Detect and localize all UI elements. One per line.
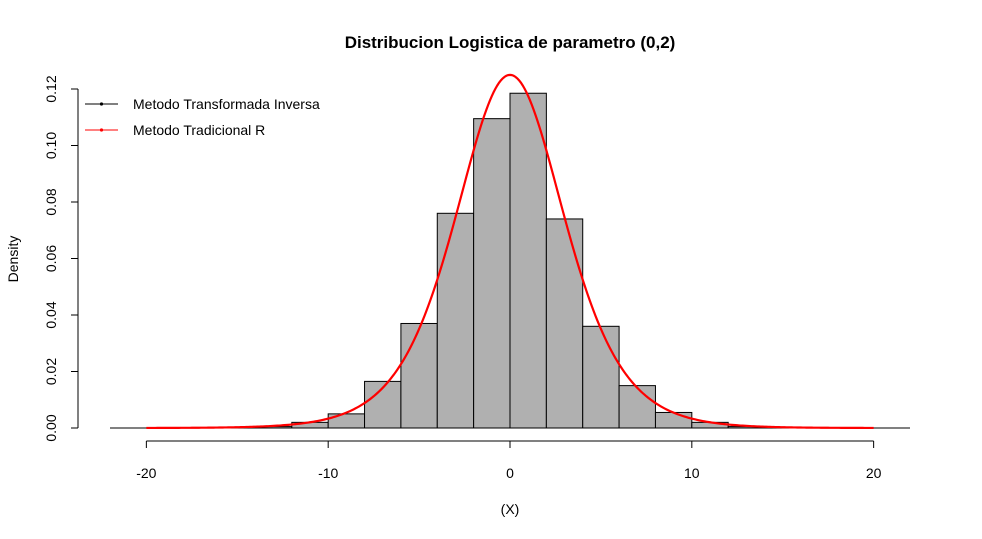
y-tick-label: 0.12 bbox=[43, 75, 59, 102]
y-tick-label: 0.00 bbox=[43, 414, 59, 441]
density-curve-layer bbox=[146, 73, 874, 430]
histogram-bar bbox=[436, 212, 475, 429]
x-tick-label: 20 bbox=[866, 465, 882, 481]
legend-label: Metodo Transformada Inversa bbox=[133, 96, 320, 112]
legend-label: Metodo Tradicional R bbox=[133, 122, 265, 138]
histogram-bar bbox=[473, 118, 511, 429]
x-tick-label: -20 bbox=[136, 465, 156, 481]
histogram-bar bbox=[582, 325, 620, 429]
x-tick-label: 0 bbox=[506, 465, 514, 481]
legend-item: Metodo Tradicional R bbox=[85, 122, 265, 138]
histogram-bar bbox=[509, 92, 547, 429]
histogram-bar bbox=[618, 385, 656, 429]
legend: Metodo Transformada Inversa Metodo Tradic… bbox=[85, 96, 320, 138]
histogram-bars bbox=[110, 92, 910, 429]
x-tick-label: -10 bbox=[318, 465, 338, 481]
chart-title: Distribucion Logistica de parametro (0,2… bbox=[345, 33, 676, 52]
y-tick-label: 0.06 bbox=[43, 245, 59, 272]
histogram-bar bbox=[364, 380, 402, 429]
histogram-bar bbox=[545, 218, 584, 429]
histogram-bar bbox=[654, 411, 693, 429]
y-tick-label: 0.10 bbox=[43, 132, 59, 159]
y-axis-label: Density bbox=[5, 236, 21, 283]
y-tick-label: 0.02 bbox=[43, 358, 59, 385]
density-curve-line bbox=[146, 73, 874, 430]
histogram-bar bbox=[400, 322, 438, 429]
y-tick-label: 0.04 bbox=[43, 301, 59, 328]
x-axis: -20 -10 0 10 20 bbox=[136, 440, 882, 481]
legend-marker bbox=[99, 128, 104, 132]
x-tick-label: 10 bbox=[684, 465, 700, 481]
y-axis: 0.00 0.02 0.04 0.06 0.08 0.10 0.12 bbox=[43, 75, 79, 442]
y-tick-label: 0.08 bbox=[43, 188, 59, 215]
legend-item: Metodo Transformada Inversa bbox=[85, 96, 320, 112]
x-axis-label: (X) bbox=[501, 501, 520, 517]
legend-marker bbox=[99, 102, 104, 106]
